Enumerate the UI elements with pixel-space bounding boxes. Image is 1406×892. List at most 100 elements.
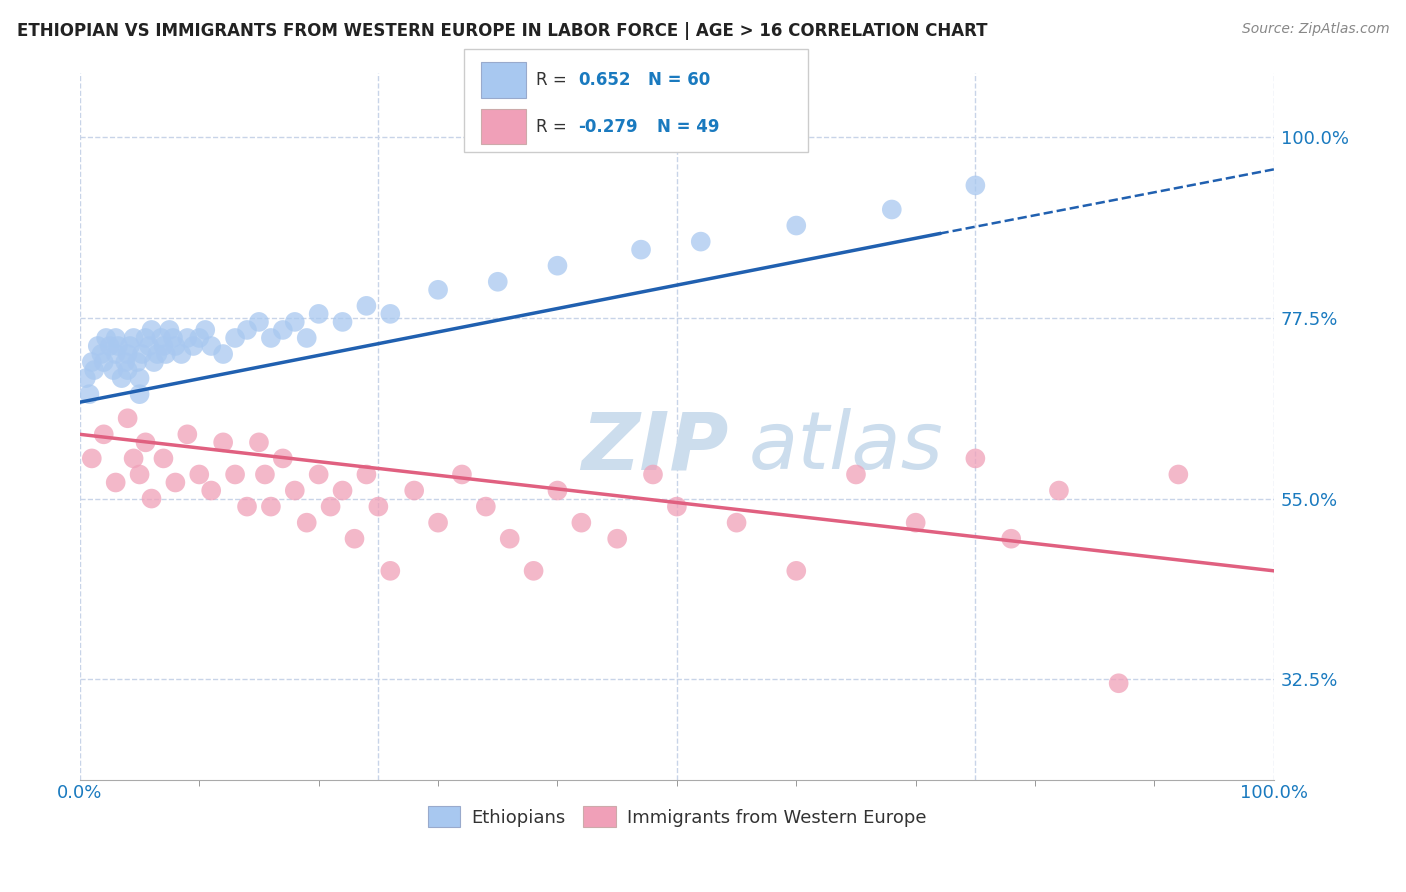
Point	[170, 347, 193, 361]
Point	[319, 500, 342, 514]
Point	[260, 500, 283, 514]
Point	[157, 323, 180, 337]
Point	[80, 355, 103, 369]
Point	[75, 371, 97, 385]
Point	[176, 427, 198, 442]
Point	[236, 323, 259, 337]
Point	[146, 347, 169, 361]
Point	[641, 467, 664, 482]
Point	[93, 427, 115, 442]
Point	[689, 235, 711, 249]
Point	[785, 564, 807, 578]
Text: N = 49: N = 49	[657, 118, 718, 136]
Text: Source: ZipAtlas.com: Source: ZipAtlas.com	[1241, 22, 1389, 37]
Point	[427, 283, 450, 297]
Point	[224, 467, 246, 482]
Point	[117, 363, 139, 377]
Point	[260, 331, 283, 345]
Point	[188, 331, 211, 345]
Point	[1000, 532, 1022, 546]
Point	[128, 371, 150, 385]
Point	[236, 500, 259, 514]
Point	[188, 467, 211, 482]
Point	[904, 516, 927, 530]
Point	[135, 435, 157, 450]
Point	[104, 475, 127, 490]
Point	[155, 347, 177, 361]
Point	[247, 435, 270, 450]
Point	[271, 323, 294, 337]
Point	[380, 307, 402, 321]
Point	[606, 532, 628, 546]
Point	[380, 564, 402, 578]
Point	[165, 339, 187, 353]
Point	[117, 347, 139, 361]
Text: -0.279: -0.279	[578, 118, 637, 136]
Point	[1047, 483, 1070, 498]
Point	[212, 435, 235, 450]
Point	[404, 483, 426, 498]
Point	[117, 411, 139, 425]
Point	[176, 331, 198, 345]
Point	[87, 339, 110, 353]
Point	[104, 347, 127, 361]
Point	[150, 331, 173, 345]
Point	[162, 331, 184, 345]
Point	[271, 451, 294, 466]
Point	[367, 500, 389, 514]
Point	[165, 475, 187, 490]
Point	[128, 467, 150, 482]
Point	[141, 491, 163, 506]
Point	[247, 315, 270, 329]
Point	[486, 275, 509, 289]
Point	[665, 500, 688, 514]
Point	[152, 339, 174, 353]
Point	[111, 371, 134, 385]
Point	[194, 323, 217, 337]
Point	[523, 564, 546, 578]
Point	[122, 451, 145, 466]
Point	[284, 483, 307, 498]
Point	[1108, 676, 1130, 690]
Text: N = 60: N = 60	[648, 70, 710, 88]
Point	[451, 467, 474, 482]
Point	[83, 363, 105, 377]
Point	[141, 323, 163, 337]
Point	[118, 339, 141, 353]
Point	[128, 387, 150, 401]
Point	[499, 532, 522, 546]
Point	[131, 347, 153, 361]
Point	[253, 467, 276, 482]
Point	[114, 355, 136, 369]
Point	[104, 331, 127, 345]
Text: atlas: atlas	[748, 409, 943, 486]
Point	[965, 178, 987, 193]
Point	[1167, 467, 1189, 482]
Point	[90, 347, 112, 361]
Text: R =: R =	[536, 70, 572, 88]
Point	[295, 516, 318, 530]
Point	[630, 243, 652, 257]
Point	[212, 347, 235, 361]
Point	[546, 483, 568, 498]
Point	[103, 363, 125, 377]
Point	[224, 331, 246, 345]
Point	[343, 532, 366, 546]
Point	[356, 467, 378, 482]
Point	[142, 355, 165, 369]
Point	[200, 339, 222, 353]
Point	[79, 387, 101, 401]
Point	[546, 259, 568, 273]
Point	[135, 331, 157, 345]
Point	[427, 516, 450, 530]
Point	[152, 451, 174, 466]
Point	[475, 500, 498, 514]
Point	[569, 516, 592, 530]
Text: 0.652: 0.652	[578, 70, 630, 88]
Point	[107, 339, 129, 353]
Point	[200, 483, 222, 498]
Text: R =: R =	[536, 118, 572, 136]
Point	[98, 339, 121, 353]
Point	[332, 315, 354, 329]
Point	[332, 483, 354, 498]
